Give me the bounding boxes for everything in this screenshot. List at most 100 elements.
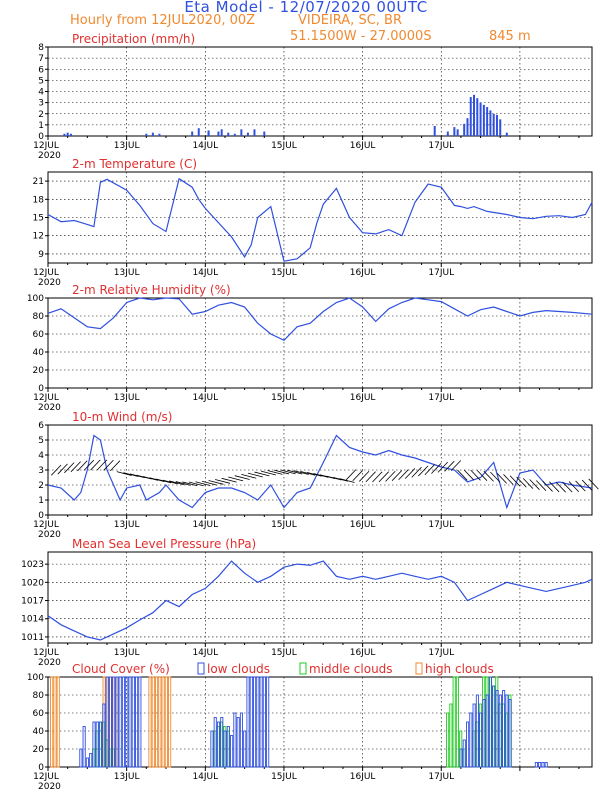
y-tick-label: 4 — [38, 88, 44, 98]
low-cloud-bar — [485, 694, 489, 768]
y-tick-label: 3 — [38, 99, 44, 109]
wind-arrow — [588, 478, 599, 490]
low-cloud-bar — [236, 717, 240, 768]
y-tick-label: 21 — [33, 177, 44, 187]
x-tick-label: 13JUL — [114, 772, 140, 782]
wind-arrow — [300, 471, 316, 476]
x-tick-label: 17JUL — [428, 772, 454, 782]
y-tick-label: 80 — [33, 691, 45, 701]
wind-arrow — [234, 475, 250, 480]
precip-bar — [220, 129, 223, 136]
low-cloud-bar — [262, 676, 266, 768]
low-cloud-bar — [462, 739, 466, 768]
wind-arrow — [267, 470, 283, 475]
y-tick-label: 2 — [38, 481, 44, 491]
temperature-line — [47, 177, 593, 262]
y-tick-label: 6 — [38, 421, 44, 431]
y-tick-label: 7 — [38, 54, 44, 64]
y-tick-label: 40 — [33, 348, 45, 358]
x-tick-label: 15JUL — [271, 772, 297, 782]
y-tick-label: 8 — [38, 43, 44, 53]
y-tick-label: 40 — [33, 727, 45, 737]
low-cloud-bar — [472, 703, 476, 768]
y-tick-label: 18 — [33, 195, 45, 205]
low-cloud-bar — [102, 703, 106, 768]
wind-arrow — [555, 481, 566, 493]
wind-arrow — [365, 471, 376, 483]
wind-arrow — [50, 464, 62, 476]
panel-1 — [45, 46, 593, 140]
low-cloud-bar — [85, 757, 89, 768]
y-tick-label: 1 — [38, 121, 44, 131]
panel-5 — [45, 551, 593, 647]
precip-bar — [453, 127, 456, 136]
wind-arrow — [228, 476, 244, 482]
precip-bar — [69, 133, 72, 136]
precip-bar — [233, 133, 236, 136]
wind-arrow — [509, 475, 521, 487]
x-year-label: 2020 — [38, 530, 61, 540]
wind-arrow — [522, 478, 534, 489]
legend-low-clouds: low clouds — [207, 662, 270, 676]
wind-arrow — [149, 477, 165, 483]
middle-cloud-bar — [452, 676, 456, 768]
low-cloud-bar — [505, 694, 509, 768]
low-cloud-bar — [216, 721, 221, 768]
panel-3 — [45, 297, 593, 392]
panel-2 — [45, 171, 593, 267]
low-cloud-bar — [502, 690, 506, 768]
x-tick-label: 15JUL — [271, 648, 297, 658]
wind-arrow — [398, 469, 409, 481]
wind-arrow — [280, 469, 296, 475]
precip-bar — [486, 107, 489, 136]
wind-arrow — [516, 476, 527, 488]
wind-arrow — [254, 471, 270, 477]
panel-title-temperature: 2-m Temperature (C) — [72, 157, 197, 171]
low-cloud-bar — [82, 726, 86, 768]
wind-arrow — [90, 459, 101, 471]
high-cloud-bar — [168, 676, 172, 768]
wind-arrow — [391, 470, 403, 481]
x-tick-label: 14JUL — [192, 268, 218, 278]
x-tick-label: 12JUL — [33, 393, 59, 403]
wind-arrow — [568, 481, 580, 493]
wind-arrow — [109, 460, 121, 472]
precip-bar — [158, 133, 161, 136]
precip-bar — [263, 131, 266, 136]
humidity-line — [47, 297, 593, 342]
y-tick-label: 1011 — [21, 633, 44, 643]
wind-arrow — [463, 469, 475, 481]
y-tick-label: 1 — [38, 496, 44, 506]
wind-arrow — [359, 470, 370, 482]
high-cloud-bar — [53, 676, 57, 768]
wind-arrow — [503, 474, 514, 485]
low-cloud-bar — [138, 676, 142, 768]
subtitle-elevation: 845 m — [489, 29, 531, 44]
wind-arrow — [195, 481, 211, 486]
y-tick-label: 1017 — [21, 597, 44, 607]
low-cloud-bar — [223, 730, 227, 768]
panel-frame — [47, 676, 593, 768]
low-cloud-bar — [544, 762, 548, 768]
x-tick-label: 13JUL — [114, 648, 140, 658]
precip-bar — [466, 118, 469, 136]
precip-bar — [489, 110, 492, 136]
low-cloud-bar — [466, 721, 470, 768]
panel-frame — [47, 551, 593, 644]
x-tick-label: 15JUL — [271, 268, 297, 278]
precip-bar — [463, 123, 466, 136]
low-cloud-bar — [266, 676, 270, 768]
low-cloud-bar — [492, 685, 496, 768]
wind-arrow — [477, 470, 488, 481]
precip-bar — [145, 133, 148, 136]
legend-high-clouds-swatch — [415, 662, 423, 675]
wind-arrow — [83, 459, 95, 471]
x-tick-label: 12JUL — [33, 772, 59, 782]
low-cloud-bar — [538, 762, 542, 768]
y-tick-label: 100 — [27, 294, 44, 304]
low-cloud-bar — [508, 699, 512, 768]
y-tick-label: 1014 — [21, 615, 44, 625]
precip-bar — [476, 98, 479, 136]
low-cloud-bar — [482, 699, 486, 768]
wind-arrow — [529, 479, 540, 490]
